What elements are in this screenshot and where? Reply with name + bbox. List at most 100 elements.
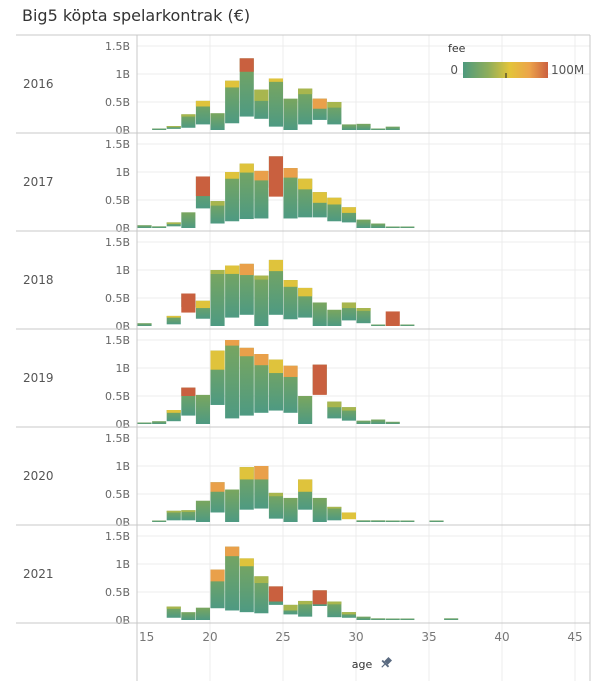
bar-top-segment — [356, 308, 371, 311]
bar-top-segment — [268, 78, 283, 82]
bar-base — [268, 492, 283, 519]
bar-base — [239, 347, 254, 416]
y-tick-label: 1.5B — [105, 334, 130, 347]
panel-year-label: 2021 — [23, 567, 54, 581]
bar-base — [166, 126, 181, 129]
bar-base — [225, 340, 240, 419]
bar-base — [400, 618, 415, 620]
bar-base — [429, 520, 444, 522]
color-legend: fee 0 100M — [448, 42, 584, 78]
x-tick-label: 45 — [567, 630, 582, 644]
bar-top-segment — [254, 466, 269, 480]
bar-top-segment — [283, 280, 298, 287]
bar-top-segment — [181, 387, 196, 396]
bar-base — [312, 302, 327, 326]
bar-base — [239, 558, 254, 613]
panel-year-label: 2016 — [23, 77, 54, 91]
bar-base — [371, 618, 386, 620]
bar-base — [312, 497, 327, 522]
bar-top-segment — [239, 467, 254, 480]
bar-top-segment — [166, 410, 181, 413]
bar-base — [239, 263, 254, 315]
bar-base — [137, 323, 152, 326]
legend-title: fee — [448, 42, 466, 55]
y-tick-label: 0.5B — [105, 96, 130, 109]
bar-base — [225, 172, 240, 222]
bar-base — [400, 324, 415, 326]
bar-top-segment — [283, 365, 298, 377]
bar-top-segment — [298, 178, 313, 190]
y-tick-label: 1.5B — [105, 138, 130, 151]
y-tick-label: 1B — [115, 166, 130, 179]
bar-top-segment — [341, 512, 356, 520]
bar-base — [239, 163, 254, 220]
bar-top-segment — [327, 601, 342, 605]
bar-base — [400, 520, 415, 522]
bar-base — [400, 226, 415, 228]
bar-base — [356, 520, 371, 522]
bar-top-segment — [312, 192, 327, 203]
y-tick-label: 1.5B — [105, 236, 130, 249]
bar-top-segment — [254, 275, 269, 280]
bar-base — [268, 78, 283, 127]
bar-top-segment — [239, 263, 254, 276]
bar-base — [371, 223, 386, 228]
legend-max-label: 100M — [551, 63, 584, 77]
bar-base — [283, 280, 298, 320]
x-tick-label: 25 — [275, 630, 290, 644]
bar-base — [385, 421, 400, 424]
pin-icon[interactable] — [379, 656, 394, 671]
bar-top-segment — [181, 114, 196, 117]
bar-base — [385, 226, 400, 228]
bar-base — [181, 212, 196, 228]
y-tick-label: 0B — [115, 222, 130, 235]
bar-top-segment — [254, 576, 269, 584]
chart-title: Big5 köpta spelarkontrak (€) — [22, 6, 251, 25]
bar-base — [327, 506, 342, 521]
x-axis-label: age — [352, 658, 373, 671]
bar-base — [254, 275, 269, 326]
bar-base — [385, 520, 400, 522]
bar-top-segment — [210, 569, 225, 582]
bar-base — [356, 420, 371, 424]
bar-base — [239, 58, 254, 117]
y-tick-label: 1B — [115, 264, 130, 277]
bar-top-segment — [181, 293, 196, 313]
bar-top-segment — [268, 586, 283, 602]
bar-base — [371, 419, 386, 424]
bar-top-segment — [181, 510, 196, 512]
y-tick-label: 0.5B — [105, 390, 130, 403]
y-tick-label: 0.5B — [105, 586, 130, 599]
bar-top-segment — [298, 88, 313, 95]
bar-base — [225, 80, 240, 124]
y-tick-label: 0B — [115, 418, 130, 431]
bar-top-segment — [166, 222, 181, 225]
bar-top-segment — [195, 300, 210, 309]
bar-top-segment — [327, 197, 342, 205]
bar-base — [181, 510, 196, 521]
bar-top-segment — [385, 311, 400, 326]
bar-base — [356, 123, 371, 130]
bar-base — [254, 170, 269, 219]
bar-top-segment — [254, 354, 269, 366]
bar-base — [225, 546, 240, 611]
bar-base — [166, 410, 181, 422]
bar-top-segment — [341, 302, 356, 309]
bar-top-segment — [327, 401, 342, 408]
bar-base — [195, 100, 210, 125]
y-tick-label: 1B — [115, 362, 130, 375]
bar-top-segment — [225, 80, 240, 88]
y-tick-label: 0B — [115, 614, 130, 627]
bar-base — [283, 365, 298, 413]
bar-base — [166, 315, 181, 325]
x-tick-label: 20 — [202, 630, 217, 644]
bar-top-segment — [210, 201, 225, 206]
bar-top-segment — [327, 102, 342, 108]
bar-top-segment — [341, 207, 356, 213]
bar-top-segment — [254, 170, 269, 181]
bar-top-segment — [225, 265, 240, 274]
legend-color-ramp — [463, 62, 548, 78]
y-tick-label: 1B — [115, 68, 130, 81]
bar-top-segment — [166, 315, 181, 318]
